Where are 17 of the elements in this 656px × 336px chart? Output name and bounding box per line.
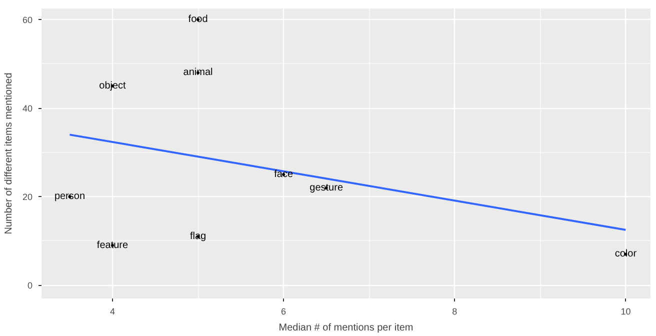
x-tick-label: 10 <box>620 306 631 316</box>
y-tick-label: 0 <box>27 280 33 291</box>
y-tick-label: 20 <box>22 192 33 202</box>
x-tick-label: 8 <box>452 306 458 316</box>
y-tick-label: 60 <box>22 15 33 26</box>
series-label: gesture <box>310 182 344 194</box>
x-tick-label: 6 <box>281 306 286 316</box>
series-label: object <box>99 80 126 92</box>
y-axis-title: Number of different items mentioned <box>3 72 14 234</box>
series-label: flag <box>190 231 206 242</box>
x-axis-title: Median # of mentions per item <box>278 322 414 334</box>
series-label: face <box>274 169 294 180</box>
series-label: person <box>54 191 86 202</box>
series-label: animal <box>183 67 213 78</box>
y-tick-label: 40 <box>22 104 33 114</box>
x-tick-label: 4 <box>110 306 116 316</box>
series-label: feature <box>96 240 128 251</box>
